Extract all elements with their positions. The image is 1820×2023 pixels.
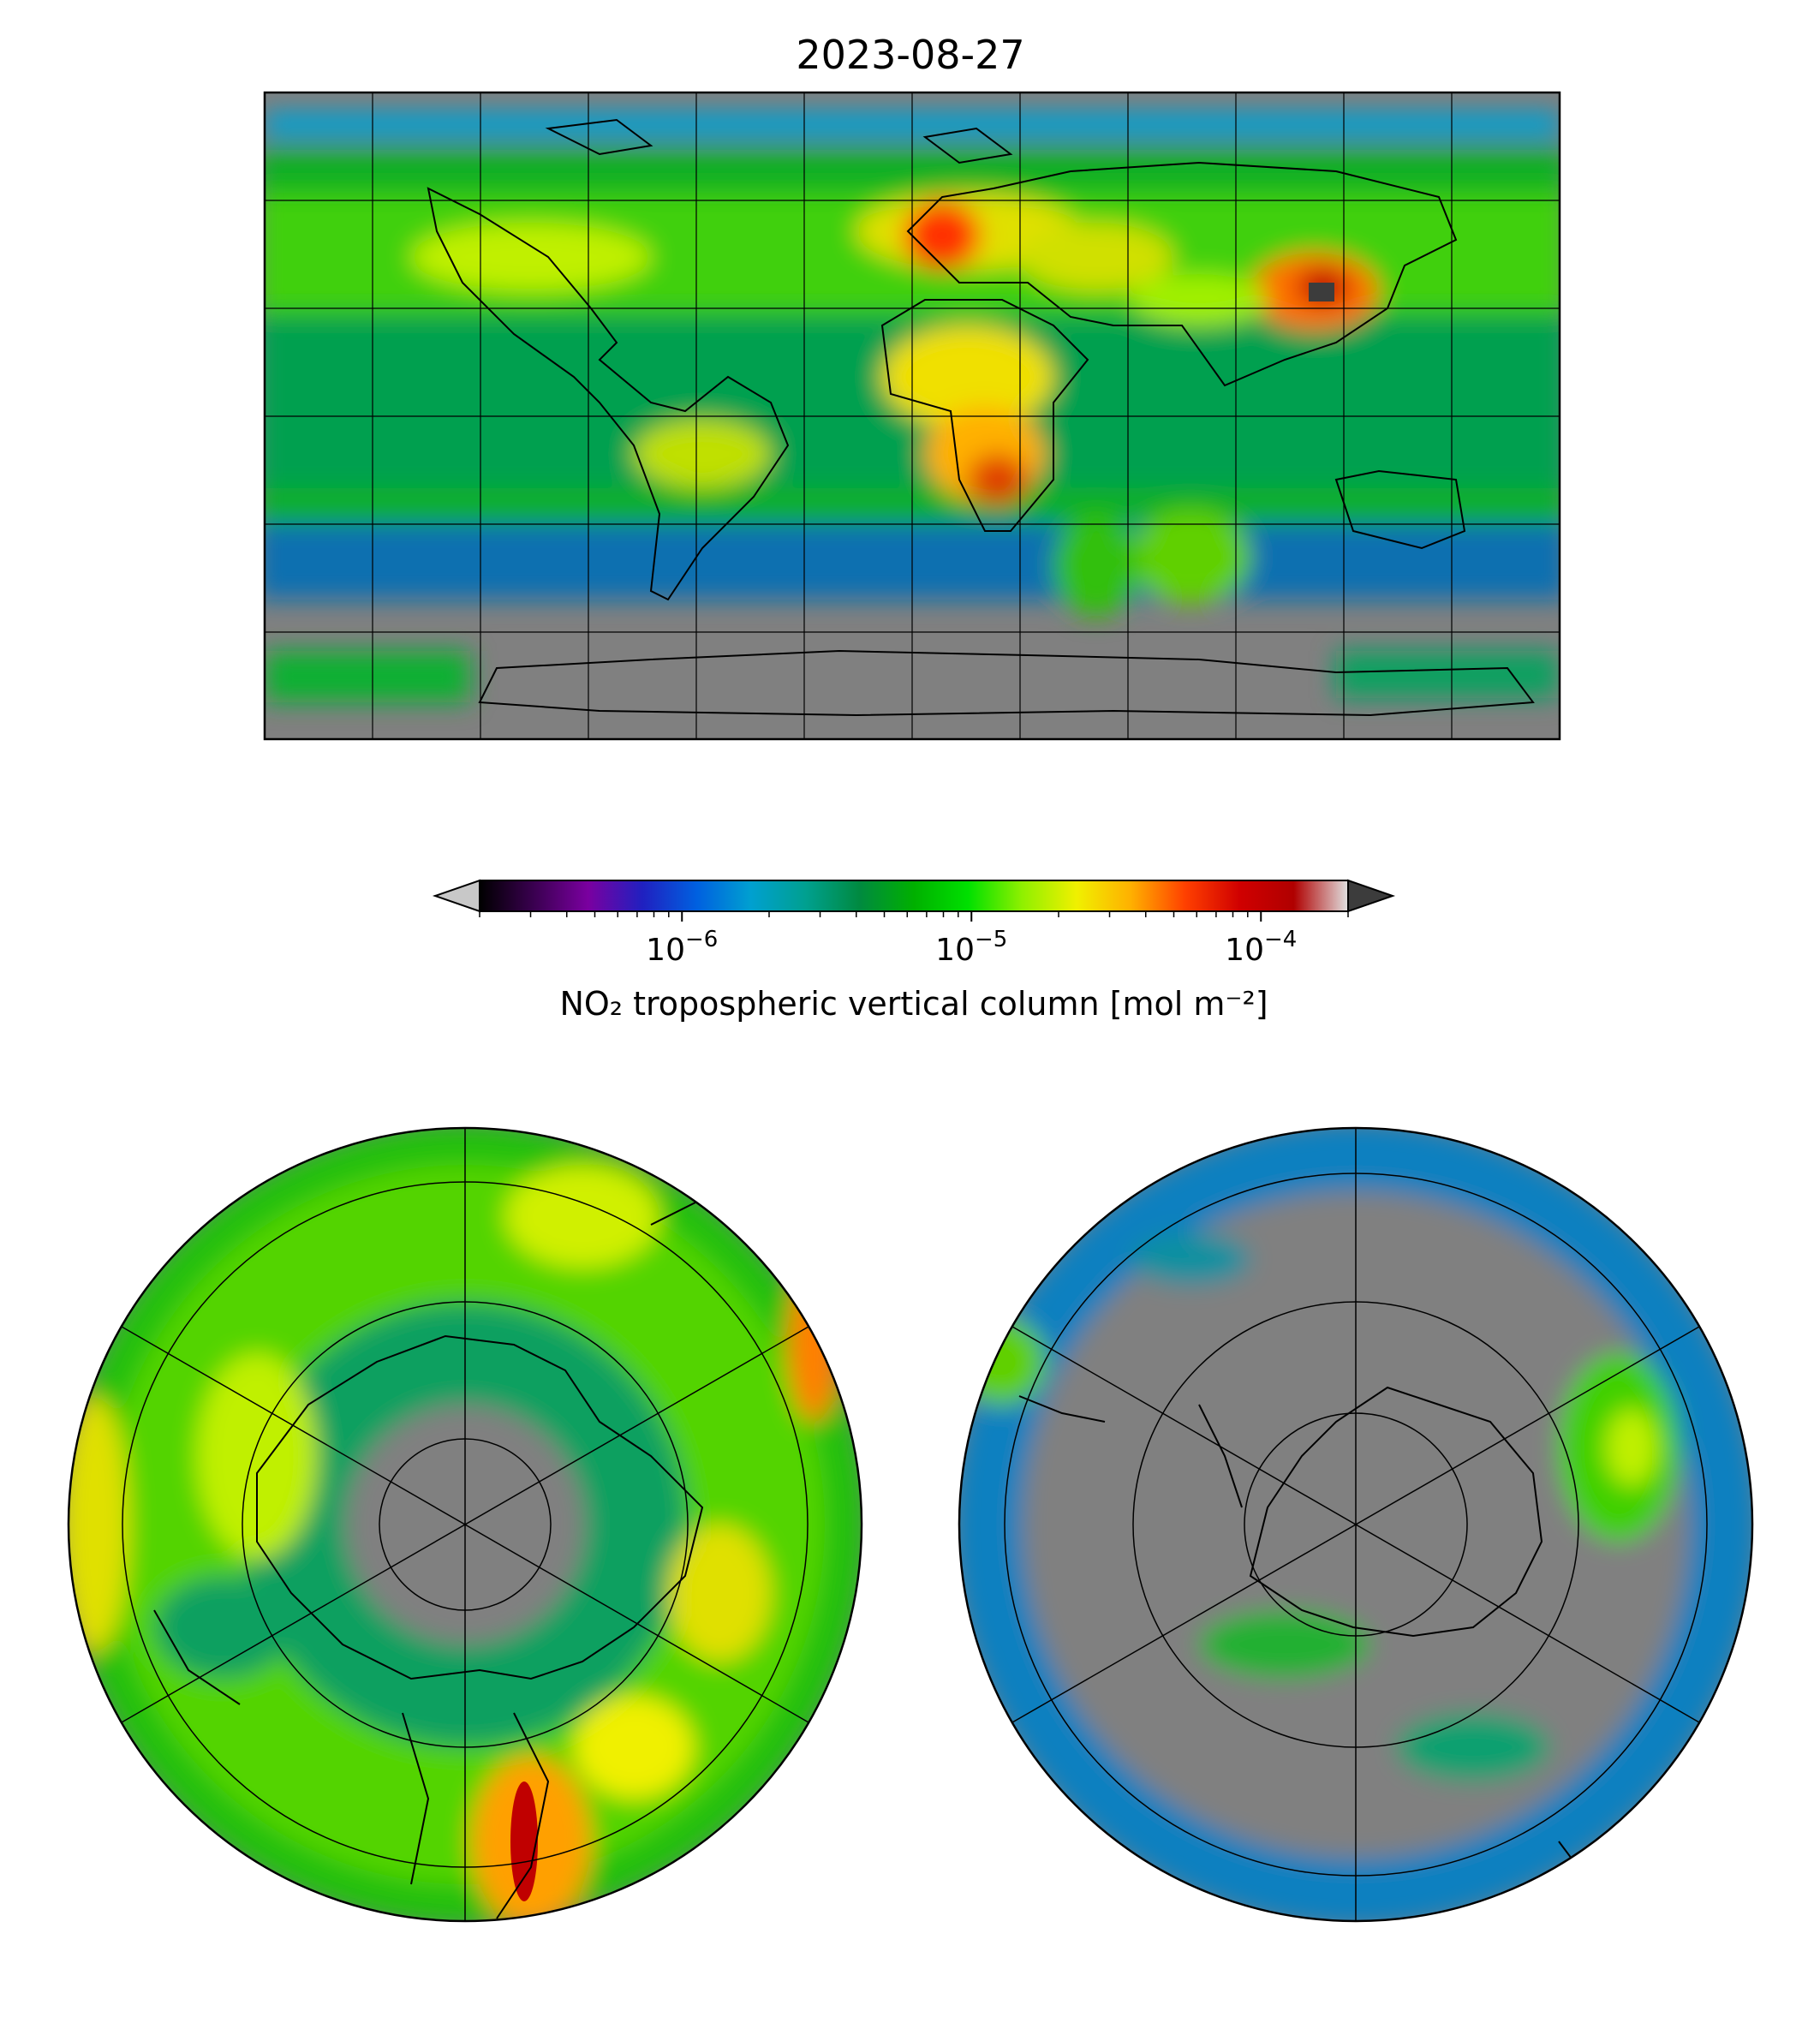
south-polar-coastlines [1018,1386,1585,1877]
north-hotspot [510,1781,538,1901]
colorbar-over-extension [1347,879,1396,913]
figure-title: 2023-08-27 [796,32,1024,78]
global-gridlines [265,92,1560,739]
colorbar-tick-label: 10−6 [646,927,718,968]
global-map [263,91,1561,741]
china-hotspot [1309,283,1334,301]
north-polar-gridlines [121,1128,809,1921]
colorbar-under-extension [432,879,480,913]
south-polar-map [958,1126,1754,1923]
colorbar-ticks: 10−6 10−5 10−4 [479,911,1349,968]
colorbar-tick-label: 10−5 [935,927,1007,968]
global-map-frame [263,91,1561,741]
colorbar-label: NO₂ tropospheric vertical column [mol m⁻… [559,985,1268,1023]
global-coastlines [427,118,1535,717]
north-polar-frame [67,1126,863,1923]
colorbar-tick-label: 10−4 [1225,927,1297,968]
colorbar: 10−6 10−5 10−4 NO₂ tropospheric vertical c… [432,879,1396,1023]
south-polar-frame [958,1126,1754,1923]
north-polar-map [67,1126,863,1923]
colorbar-body [480,880,1348,911]
south-polar-gridlines [1004,1128,1708,1921]
